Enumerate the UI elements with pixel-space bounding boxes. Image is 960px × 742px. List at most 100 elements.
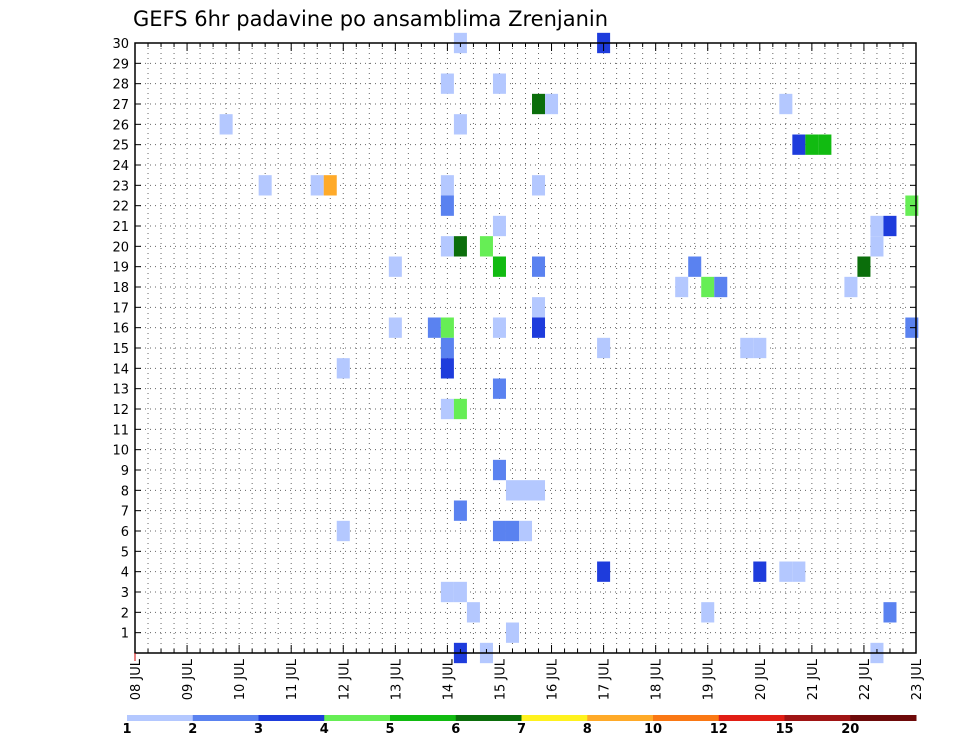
x-tick-label: 11 JUL [285, 658, 300, 700]
precip-cell [440, 398, 454, 420]
precip-cell [219, 114, 233, 135]
y-tick-label: 2 [121, 606, 129, 621]
legend-label: 1 [122, 722, 131, 737]
precip-cell [818, 134, 832, 155]
x-tick-label: 23 JUL [910, 658, 925, 700]
precip-cell [453, 581, 467, 603]
color-legend: 1 2 3 4 5 6 7 8 10 12 15 20 [122, 715, 917, 737]
y-tick-label: 11 [112, 423, 129, 438]
x-axis-ticks: 08 JUL 09 JUL 10 JUL 11 JUL 12 JUL 13 JUL 14 J… [129, 43, 925, 700]
legend-swatch [455, 715, 522, 721]
precip-cell [532, 297, 546, 318]
precip-cell [532, 175, 546, 196]
legend-label: 3 [254, 722, 263, 737]
precip-cell [453, 114, 467, 135]
precip-cell [453, 500, 467, 521]
precip-cell [427, 317, 441, 338]
y-tick-label: 3 [121, 586, 129, 601]
precip-cell [492, 520, 506, 542]
precip-cell [440, 581, 454, 603]
y-tick-label: 5 [121, 545, 129, 560]
precip-cell [258, 175, 272, 196]
y-tick-label: 26 [112, 118, 129, 133]
precip-cell [532, 317, 546, 338]
y-tick-label: 23 [112, 179, 129, 194]
legend-label: 7 [517, 722, 526, 737]
precip-cell [779, 93, 793, 115]
legend-swatch [127, 715, 194, 721]
precip-cell [440, 73, 454, 94]
x-tick-label: 18 JUL [650, 658, 665, 700]
y-tick-label: 9 [121, 464, 129, 479]
legend-label: 20 [841, 722, 859, 737]
legend-label: 5 [385, 722, 394, 737]
precip-cell [492, 378, 506, 399]
precip-cell [753, 337, 767, 359]
precip-cell [323, 175, 337, 196]
precip-cell [492, 73, 506, 94]
precip-cell [792, 561, 806, 582]
legend-swatch [258, 715, 325, 721]
x-tick-label: 15 JUL [493, 658, 508, 700]
y-tick-label: 10 [112, 444, 129, 459]
precip-cell [505, 520, 519, 542]
x-tick-label: 16 JUL [546, 658, 561, 700]
x-tick-label: 08 JUL [129, 658, 144, 700]
x-tick-label: 14 JUL [441, 658, 456, 700]
precip-cell [701, 276, 715, 298]
precipitation-cells [219, 32, 919, 664]
precip-cell [805, 134, 819, 155]
y-tick-label: 8 [121, 484, 129, 499]
precip-cell [857, 256, 871, 277]
precip-cell [492, 256, 506, 277]
precip-cell [870, 236, 884, 257]
legend-label: 12 [710, 722, 728, 737]
precip-cell [597, 337, 611, 359]
precip-cell [505, 622, 519, 643]
legend-label: 2 [188, 722, 197, 737]
legend-swatch [192, 715, 259, 721]
y-tick-label: 27 [112, 98, 129, 113]
y-axis-ticks: 1234567891011121314151617181920212223242… [112, 37, 916, 642]
precip-cell [440, 317, 454, 338]
precip-cell [440, 337, 454, 359]
precip-cell [440, 358, 454, 379]
y-tick-label: 18 [112, 281, 129, 296]
precip-cell [740, 337, 754, 359]
y-tick-label: 13 [112, 383, 129, 398]
precip-cell [453, 398, 467, 420]
legend-swatch [718, 715, 785, 721]
precip-cell [479, 236, 493, 257]
precip-cell [492, 317, 506, 338]
y-tick-label: 1 [121, 627, 129, 642]
precip-cell [518, 520, 533, 542]
precip-cell [714, 276, 728, 298]
precip-cell [466, 602, 480, 623]
legend-swatch [324, 715, 391, 721]
y-tick-label: 28 [112, 78, 129, 93]
legend-label: 10 [644, 722, 662, 737]
x-tick-label: 12 JUL [337, 658, 352, 700]
precip-cell [440, 195, 454, 216]
x-tick-label: 20 JUL [754, 658, 769, 700]
legend-swatch [521, 715, 588, 721]
precip-cell [505, 480, 519, 501]
gridlines [134, 42, 917, 653]
x-tick-label: 21 JUL [806, 658, 821, 700]
precip-cell [532, 93, 546, 115]
precip-cell [675, 276, 689, 298]
precip-cell [545, 93, 559, 115]
y-tick-label: 30 [112, 37, 129, 52]
precip-cell [883, 215, 897, 237]
x-tick-label: 17 JUL [598, 658, 613, 700]
y-tick-label: 7 [121, 505, 129, 520]
y-tick-label: 12 [112, 403, 129, 418]
precip-cell [701, 602, 715, 623]
y-tick-label: 4 [121, 566, 129, 581]
legend-label: 8 [583, 722, 592, 737]
legend-swatch [850, 715, 917, 721]
x-tick-label: 13 JUL [389, 658, 404, 700]
precip-cell [492, 459, 506, 481]
y-tick-label: 16 [112, 322, 129, 337]
